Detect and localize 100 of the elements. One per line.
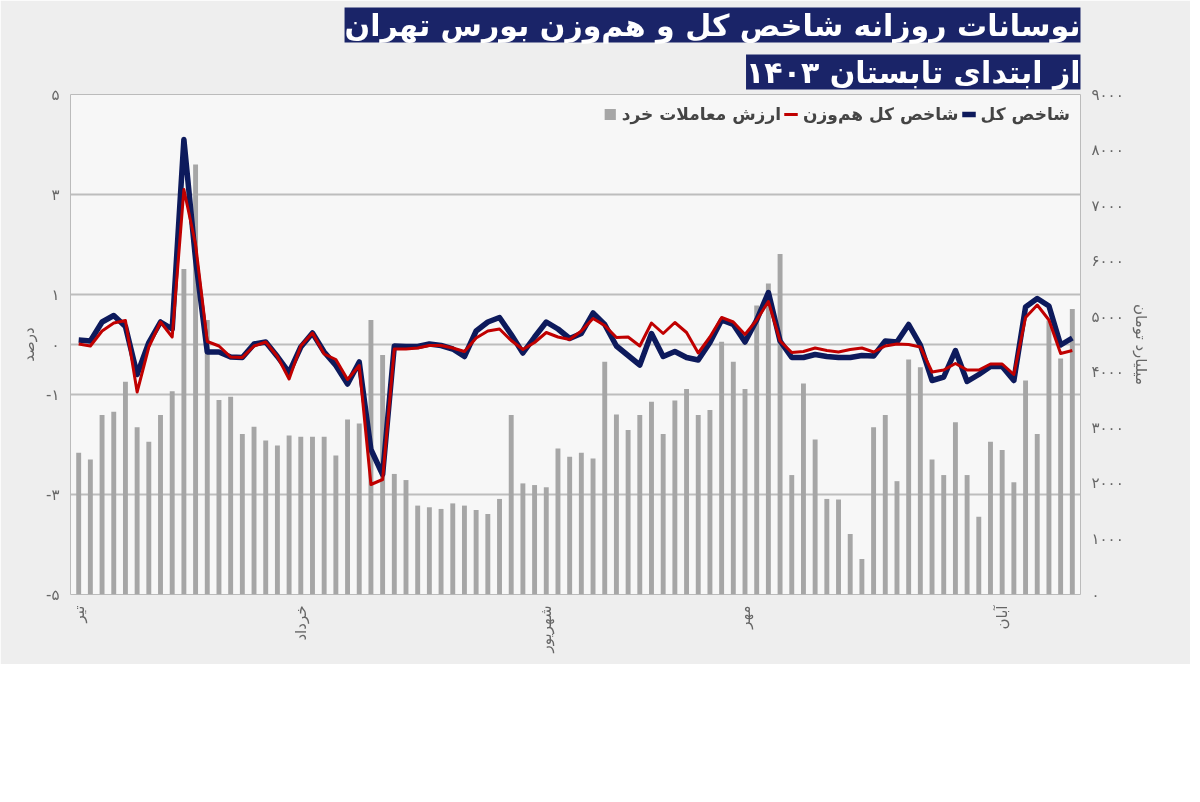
x-tick-label: خرداد	[291, 605, 310, 641]
bar	[1069, 308, 1075, 595]
bar	[111, 411, 117, 595]
bar	[473, 510, 479, 595]
bar	[286, 435, 292, 595]
line-series	[77, 188, 1074, 486]
bar	[508, 415, 514, 595]
bar	[859, 558, 865, 595]
bar	[415, 505, 421, 595]
y-tick-label: ۰	[51, 335, 60, 354]
bar	[836, 499, 841, 595]
bar	[391, 473, 397, 595]
bar	[952, 422, 958, 595]
bar	[87, 459, 93, 595]
bar	[789, 475, 795, 595]
bar	[1023, 380, 1029, 595]
bar	[660, 433, 666, 595]
bar	[941, 475, 947, 595]
y2-tick-label: ۳۰۰۰	[1091, 418, 1124, 437]
bar	[906, 359, 912, 595]
legend-label: شاخص کل هم‌وزن	[803, 104, 959, 124]
bar	[567, 456, 573, 595]
bar	[228, 396, 234, 595]
bar	[263, 440, 269, 595]
bar	[719, 341, 725, 595]
y-tick-label: -۵	[46, 585, 60, 604]
bar	[520, 483, 526, 595]
y2-tick-label: ۷۰۰۰	[1091, 196, 1124, 215]
y2-tick-label: ۸۰۰۰	[1091, 141, 1124, 160]
y2-tick-label: ۶۰۰۰	[1091, 252, 1124, 271]
bar	[274, 445, 280, 595]
y2-tick-label: ۵۰۰۰	[1091, 307, 1124, 326]
bar	[801, 383, 806, 595]
bar	[777, 253, 783, 595]
bar	[76, 452, 82, 595]
bar	[812, 439, 818, 595]
y-tick-label: -۳	[46, 485, 60, 504]
bar	[239, 433, 245, 595]
bar	[426, 507, 432, 595]
y2-tick-label: ۱۰۰۰	[1091, 529, 1124, 548]
bar	[999, 450, 1005, 595]
bar	[1011, 482, 1017, 595]
bar	[485, 513, 491, 595]
bar	[204, 320, 210, 595]
bar	[754, 305, 760, 595]
bar	[847, 533, 853, 595]
bar	[298, 436, 304, 595]
y-tick-label: -۱	[46, 385, 60, 404]
bar	[695, 415, 701, 595]
bar	[871, 427, 877, 595]
bar	[134, 427, 140, 595]
bar	[1046, 320, 1052, 595]
bar	[707, 410, 713, 595]
y-tick-label: ۳	[51, 185, 60, 204]
bar	[988, 441, 993, 595]
bar	[356, 423, 362, 595]
bar	[310, 436, 315, 595]
bar	[461, 505, 467, 595]
y2-tick-label: ۴۰۰۰	[1091, 363, 1124, 382]
bar	[765, 283, 771, 595]
x-tick-label: تیر	[69, 605, 88, 624]
bar	[964, 475, 970, 595]
bar	[637, 415, 643, 595]
x-tick-label: آبان	[993, 604, 1012, 630]
bar	[730, 361, 736, 595]
y2-tick-label: ۰	[1091, 585, 1100, 604]
legend-label: شاخص کل	[980, 104, 1070, 124]
bar	[122, 381, 128, 595]
bar	[613, 414, 619, 595]
y2-axis-title: میلیارد تومان	[1131, 304, 1150, 385]
y-axis-title: درصد	[20, 327, 39, 362]
bar	[438, 508, 444, 595]
x-tick-label: مهر	[736, 605, 754, 630]
bar	[497, 498, 502, 595]
bar	[672, 400, 678, 595]
legend-label: ارزش معاملات خرد	[621, 104, 782, 124]
bar	[99, 415, 105, 595]
y2-tick-label: ۹۰۰۰	[1091, 85, 1124, 104]
bar	[1034, 433, 1040, 595]
bar	[602, 361, 608, 595]
bar	[181, 268, 187, 595]
bar	[1058, 358, 1064, 595]
bar	[333, 455, 339, 595]
bar	[578, 452, 584, 595]
bar	[158, 415, 163, 595]
chart-subtitle: از ابتدای تابستان ۱۴۰۳	[746, 54, 1081, 90]
bar	[345, 419, 350, 595]
x-tick-label: شهریور	[537, 605, 556, 654]
bar	[321, 436, 327, 595]
bar	[976, 516, 982, 595]
bar	[824, 498, 830, 595]
y-tick-label: ۵	[51, 85, 60, 104]
bar	[450, 503, 456, 595]
bar	[625, 430, 631, 595]
bar	[543, 487, 549, 595]
bar	[649, 401, 654, 595]
bar	[917, 367, 923, 595]
y-tick-label: ۱	[51, 285, 60, 304]
bar	[882, 415, 888, 595]
bar	[684, 388, 690, 595]
